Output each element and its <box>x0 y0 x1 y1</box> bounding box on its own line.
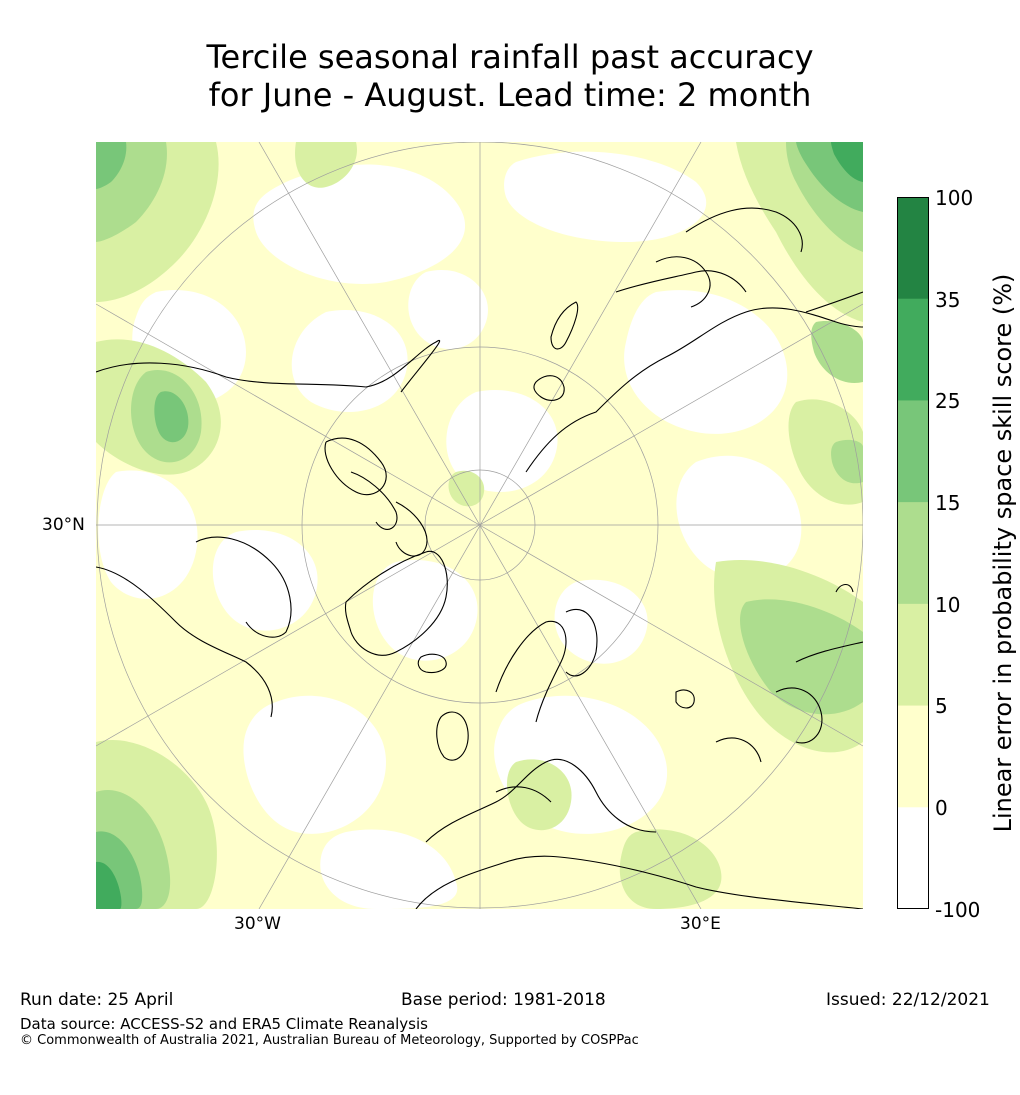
colorbar-swatch <box>897 197 929 300</box>
colorbar-swatch <box>897 603 929 707</box>
colorbar-tick-0: 0 <box>935 796 948 820</box>
colorbar-swatch <box>897 298 929 401</box>
run-date: Run date: 25 April <box>20 990 174 1010</box>
base-period: Base period: 1981-2018 <box>401 990 606 1010</box>
title-line-1: Tercile seasonal rainfall past accuracy <box>206 38 814 76</box>
colorbar-tick-10: 10 <box>935 593 961 617</box>
colorbar-swatches <box>897 197 929 909</box>
colorbar-swatch <box>897 705 929 808</box>
colorbar-tick-5: 5 <box>935 694 948 718</box>
colorbar-swatch <box>897 807 929 909</box>
colorbar-tick-neg100: -100 <box>935 898 981 922</box>
colorbar-tick-15: 15 <box>935 491 961 515</box>
issued-date: Issued: 22/12/2021 <box>826 990 990 1010</box>
score-field-negative <box>98 151 832 909</box>
title-line-2: for June - August. Lead time: 2 month <box>208 76 812 114</box>
lon-label-30e: 30°E <box>680 914 721 934</box>
coastlines <box>96 207 863 909</box>
data-source: Data source: ACCESS-S2 and ERA5 Climate … <box>20 1015 428 1033</box>
lat-label-30n: 30°N <box>42 515 85 535</box>
map-canvas <box>96 142 863 909</box>
colorbar-tick-25: 25 <box>935 389 961 413</box>
copyright: © Commonwealth of Australia 2021, Austra… <box>20 1033 639 1048</box>
colorbar-swatch <box>897 400 929 503</box>
colorbar <box>897 197 929 909</box>
skill-score-map <box>96 142 863 909</box>
colorbar-title: Linear error in probability space skill … <box>989 273 1017 833</box>
graticule <box>96 142 863 909</box>
chart-title: Tercile seasonal rainfall past accuracy … <box>0 38 1020 114</box>
colorbar-border <box>897 197 929 909</box>
score-field-25-35 <box>96 142 863 909</box>
lon-label-30w: 30°W <box>234 914 281 934</box>
colorbar-tick-100: 100 <box>935 186 974 210</box>
colorbar-swatch <box>897 502 929 605</box>
colorbar-tick-35: 35 <box>935 288 961 312</box>
